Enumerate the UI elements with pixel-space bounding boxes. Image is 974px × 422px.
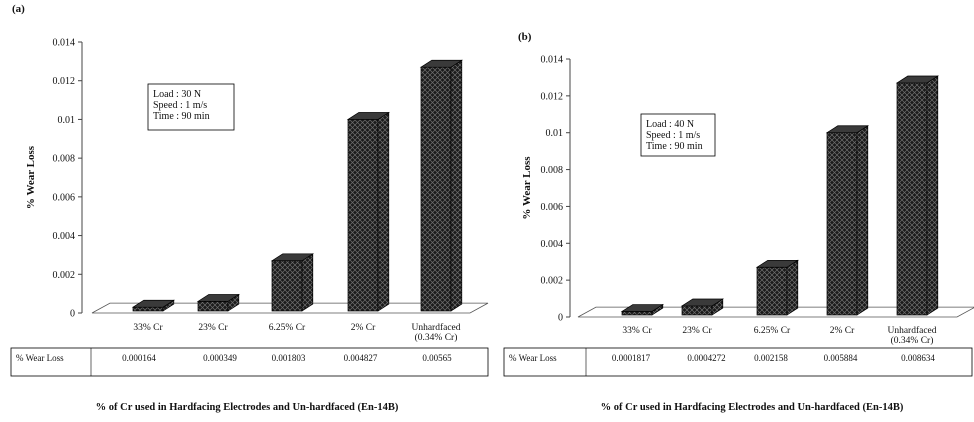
y-tick-label: 0.004 (541, 239, 564, 250)
bar-side (450, 59, 463, 312)
bar (680, 298, 724, 316)
chart-panel-b: (b) 0 0.002 0.004 0.006 0.008 0.01 0.012 0.014 % … (492, 0, 974, 417)
bar (825, 125, 869, 316)
bar-top (895, 75, 939, 84)
bar-front (681, 305, 713, 316)
bar-front (756, 266, 788, 316)
bar (196, 293, 240, 312)
bar-top (680, 298, 724, 307)
x-axis-title: % of Cr used in Hardfacing Electrodes an… (96, 402, 399, 413)
bar (419, 59, 463, 312)
info-box-line: Load : 30 N (153, 89, 201, 100)
data-table (503, 347, 973, 377)
bar-top (270, 253, 314, 262)
chart-panel-a: (a) 0 0.002 0.004 0.006 0.008 0.01 0.012 0.014 % … (0, 0, 492, 417)
bar-top (755, 259, 799, 268)
y-tick-label: 0.01 (58, 115, 76, 126)
bar-front (347, 119, 379, 312)
info-box-line: Speed : 1 m/s (153, 100, 207, 111)
info-box-line: Time : 90 min (153, 111, 210, 122)
y-axis-title: % Wear Loss (521, 156, 533, 220)
bar-side (786, 259, 799, 316)
y-tick-label: 0.006 (53, 192, 76, 203)
data-table-cell: 0.005884 (824, 353, 858, 363)
info-box-line: Speed : 1 m/s (646, 130, 700, 141)
bar-top (346, 112, 390, 120)
category-label: 2% Cr (351, 323, 376, 333)
data-table-cell: 0.000349 (203, 353, 237, 363)
bar (755, 259, 799, 316)
data-table-cell: 0.002158 (754, 353, 788, 363)
bar-side (856, 125, 869, 316)
bar-side (301, 253, 314, 312)
y-tick-label: 0.01 (546, 128, 564, 139)
info-box-line: Time : 90 min (646, 141, 703, 152)
data-table-cell: 0.00565 (422, 353, 452, 363)
bar (131, 299, 175, 312)
y-tick-label: 0.014 (541, 55, 564, 66)
y-tick-label: 0.006 (541, 202, 564, 213)
x-axis-title: % of Cr used in Hardfacing Electrodes an… (601, 402, 904, 413)
panel-label: (a) (12, 3, 25, 15)
bar-front (826, 132, 858, 316)
bar-front (896, 82, 928, 316)
category-label: 33% Cr (622, 326, 652, 336)
y-tick-label: 0.008 (53, 154, 76, 165)
bar-side (377, 111, 390, 312)
y-tick-label: 0.002 (541, 276, 564, 287)
wear-loss-chart-a: (a) 0 0.002 0.004 0.006 0.008 0.01 0.012 0.014 % … (10, 3, 489, 413)
category-label: 23% Cr (198, 323, 228, 333)
bar (895, 75, 939, 316)
category-label: 6.25% Cr (269, 323, 306, 333)
bar-front (132, 306, 164, 312)
info-box-line: Load : 40 N (646, 119, 694, 130)
category-label: 6.25% Cr (754, 326, 791, 336)
category-label: Unhardfaced (887, 325, 936, 336)
data-table (10, 347, 489, 377)
info-box (640, 113, 716, 157)
bar (620, 303, 664, 316)
y-tick-label: 0.012 (541, 91, 564, 102)
y-tick-label: 0.014 (53, 38, 76, 49)
y-axis-title: % Wear Loss (25, 145, 37, 209)
category-label: Unhardfaced (411, 322, 460, 333)
bar-top (419, 59, 463, 68)
data-table-cell: 0.001803 (272, 353, 306, 363)
category-label: 23% Cr (682, 326, 712, 336)
bar-front (271, 260, 303, 312)
y-tick-label: 0.012 (53, 76, 76, 87)
y-tick-label: 0.002 (53, 270, 76, 281)
data-table-cell: 0.0004272 (687, 353, 725, 363)
data-table-row-label: % Wear Loss (16, 353, 64, 363)
y-tick-label: 0 (70, 309, 75, 320)
y-tick-label: 0 (558, 313, 563, 324)
data-table-row-label: % Wear Loss (509, 353, 557, 363)
panel-label: (b) (518, 31, 532, 43)
category-label: 33% Cr (133, 323, 163, 333)
bar-front (621, 311, 653, 316)
bar-front (420, 66, 452, 312)
wear-loss-chart-b: (b) 0 0.002 0.004 0.006 0.008 0.01 0.012 0.014 % … (503, 31, 974, 413)
category-label: (0.34% Cr) (415, 332, 458, 343)
category-label: (0.34% Cr) (891, 335, 934, 346)
bar-side (926, 75, 939, 316)
y-tick-label: 0.004 (53, 231, 76, 242)
category-label: 2% Cr (830, 326, 855, 336)
data-table-cell: 0.004827 (344, 353, 378, 363)
bar-top (196, 294, 240, 302)
y-tick-label: 0.008 (541, 165, 564, 176)
data-table-cell: 0.0001817 (612, 353, 651, 363)
bar-front (197, 301, 229, 312)
data-table-cell: 0.000164 (122, 353, 156, 363)
bar-top (620, 304, 664, 312)
info-box (147, 83, 235, 131)
bar-top (825, 125, 869, 134)
data-table-cell: 0.008634 (901, 353, 935, 363)
bar-top (131, 299, 175, 308)
bar (270, 253, 314, 312)
bar (346, 111, 390, 312)
